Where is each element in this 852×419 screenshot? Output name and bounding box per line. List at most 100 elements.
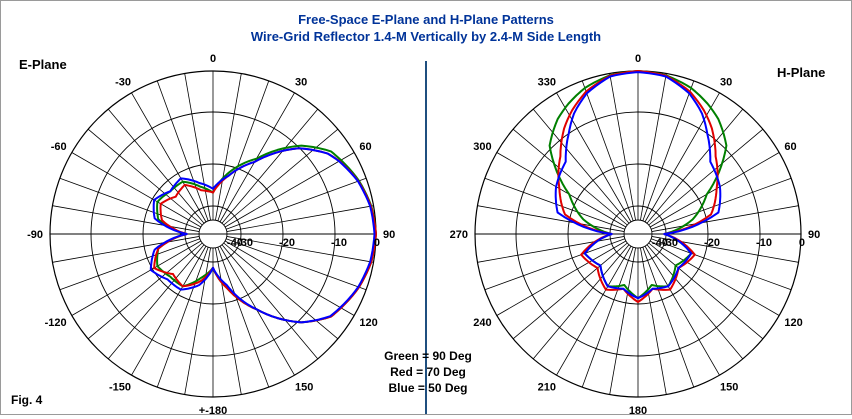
h-spoke: [649, 240, 780, 316]
h-ring-label: -30: [662, 237, 678, 249]
h-angle-label: 60: [784, 141, 796, 153]
h-angle-label: 270: [450, 229, 468, 241]
e-ring-label: -20: [279, 237, 295, 249]
h-spoke: [651, 205, 799, 232]
e-spoke: [215, 247, 242, 395]
h-spoke: [556, 245, 632, 376]
h-angle-label: 210: [538, 381, 556, 393]
e-ring-label: -30: [237, 237, 253, 249]
e-spoke: [223, 128, 339, 226]
h-spoke: [642, 247, 695, 388]
h-spoke: [532, 244, 630, 360]
h-spoke: [651, 236, 799, 263]
e-angle-label: -60: [51, 141, 67, 153]
h-ring-label: -20: [704, 237, 720, 249]
h-spoke: [651, 238, 792, 291]
e-spoke: [59, 238, 200, 291]
h-series-red: [557, 70, 719, 303]
h-spoke: [609, 247, 636, 395]
h-spoke: [581, 80, 634, 221]
legend-green: Green = 90 Deg: [384, 349, 472, 363]
h-spoke: [581, 247, 634, 388]
e-angle-label: 90: [383, 229, 395, 241]
h-plane-panel: 0 330 300 270 240 210 180 150 120 90 60 30 -40-30 -20…: [450, 53, 821, 417]
e-spoke: [221, 244, 319, 360]
e-spoke: [223, 242, 339, 340]
h-spoke: [640, 73, 667, 221]
e-spoke: [224, 240, 355, 316]
h-spoke: [648, 128, 764, 226]
h-spoke: [484, 177, 625, 230]
h-spoke: [609, 73, 636, 221]
h-plane-label: H-Plane: [777, 65, 825, 80]
e-ring-label: -40: [227, 237, 243, 249]
h-spoke: [532, 108, 630, 224]
h-angle-label: 30: [720, 77, 732, 89]
e-spoke: [226, 236, 374, 263]
legend-red: Red = 70 Deg: [390, 365, 466, 379]
e-spoke: [156, 247, 209, 388]
e-spoke: [131, 92, 207, 223]
e-spoke: [107, 108, 205, 224]
e-spoke: [107, 244, 205, 360]
h-spoke: [646, 108, 744, 224]
e-angle-label: -150: [109, 381, 131, 393]
h-spoke: [496, 152, 627, 228]
e-plane-label: E-Plane: [19, 57, 67, 72]
e-spoke: [226, 238, 367, 291]
h-ring-label: -10: [756, 237, 772, 249]
h-angle-label: 180: [629, 405, 647, 414]
e-spoke: [52, 205, 200, 232]
h-spoke: [512, 128, 628, 226]
e-angle-label: 60: [359, 141, 371, 153]
e-spoke: [184, 73, 211, 221]
e-spoke: [87, 242, 203, 340]
h-angle-label: 150: [720, 381, 738, 393]
h-spoke: [642, 80, 695, 221]
e-angle-label: 120: [359, 317, 377, 329]
e-series-blue: [149, 147, 376, 324]
h-spoke: [512, 242, 628, 340]
h-angle-label: 330: [538, 77, 556, 89]
e-spoke: [71, 152, 202, 228]
h-spoke: [646, 244, 744, 360]
chart-title-line2: Wire-Grid Reflector 1.4-M Vertically by …: [251, 29, 601, 44]
h-spoke: [484, 238, 625, 291]
h-series-blue: [554, 71, 722, 300]
h-angle-label: 240: [473, 317, 491, 329]
e-spoke: [215, 73, 242, 221]
e-angle-label: -90: [27, 229, 43, 241]
h-spoke: [651, 177, 792, 230]
e-spoke: [226, 205, 374, 232]
h-angle-label: 300: [473, 141, 491, 153]
h-spoke: [477, 236, 625, 263]
e-spoke: [131, 245, 207, 376]
e-angle-label: -30: [115, 77, 131, 89]
h-angle-label: 90: [808, 229, 820, 241]
e-spoke: [217, 80, 270, 221]
e-angle-label: 30: [295, 77, 307, 89]
h-ring-label: -40: [652, 237, 668, 249]
h-ring-label: 0: [799, 237, 805, 249]
chart-title-line1: Free-Space E-Plane and H-Plane Patterns: [298, 12, 554, 27]
e-angle-label: 0: [210, 53, 216, 65]
h-angle-label: 120: [784, 317, 802, 329]
h-spoke: [477, 205, 625, 232]
e-spoke: [184, 247, 211, 395]
figure-label: Fig. 4: [11, 393, 43, 407]
e-ring-label: -10: [331, 237, 347, 249]
h-spoke: [648, 242, 764, 340]
h-spoke: [496, 240, 627, 316]
h-spoke: [640, 247, 667, 395]
e-spoke: [52, 236, 200, 263]
e-spoke: [59, 177, 200, 230]
e-angle-label: +-180: [199, 405, 227, 414]
e-angle-label: -120: [45, 317, 67, 329]
e-spoke: [87, 128, 203, 226]
h-spoke: [649, 152, 780, 228]
e-spoke: [226, 177, 367, 230]
e-ring-label: 0: [374, 237, 380, 249]
e-angle-label: 150: [295, 381, 313, 393]
